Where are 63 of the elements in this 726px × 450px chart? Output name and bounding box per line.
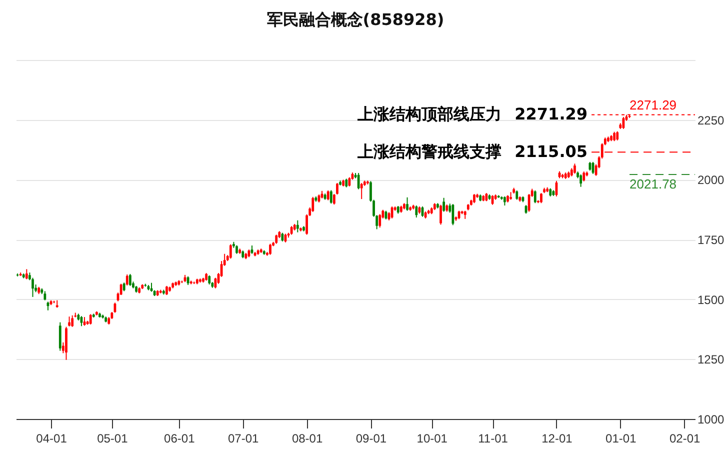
y-tick-label: 1250	[698, 352, 725, 367]
candlestick	[68, 316, 70, 327]
annotation: 2115.05	[514, 142, 588, 162]
y-tick-label: 1000	[698, 412, 725, 426]
candlestick	[326, 190, 330, 201]
x-tick-label: 11-01	[478, 432, 508, 446]
x-tick-label: 06-01	[164, 432, 196, 446]
candlestick	[312, 196, 314, 212]
candlestick	[332, 194, 336, 206]
candlestick	[580, 174, 582, 188]
candlestick	[214, 277, 217, 289]
candlestick	[442, 197, 445, 212]
x-tick-label: 12-01	[542, 432, 573, 446]
candlestick	[503, 196, 506, 206]
ref-line-label: 2021.78	[630, 176, 677, 192]
candlestick	[229, 244, 232, 260]
candlestick	[574, 163, 576, 174]
candlestick	[473, 194, 476, 204]
annotation: 2271.29	[514, 104, 588, 124]
x-tick-label: 07-01	[228, 432, 260, 446]
annotation: 上涨结构警戒线支撑	[356, 142, 502, 162]
x-tick-label: 02-01	[669, 432, 701, 446]
candlestick	[330, 190, 332, 204]
candlestick	[58, 322, 62, 352]
candlestick	[360, 182, 363, 200]
candlestick	[516, 190, 518, 200]
y-tick-label: 1750	[698, 233, 725, 247]
candlestick	[452, 204, 454, 226]
candlestick	[534, 190, 536, 204]
candlestick	[440, 204, 442, 226]
candlestick	[25, 268, 28, 280]
x-tick-label: 04-01	[36, 432, 68, 446]
candlestick	[336, 182, 338, 196]
candlestick	[275, 234, 278, 244]
ref-line-label: 2271.29	[630, 98, 677, 113]
candlestick	[582, 171, 586, 182]
chart-title: 军民融合概念(858928)	[266, 10, 444, 29]
candlestick	[269, 243, 272, 256]
candlestick	[71, 314, 74, 328]
x-tick-label: 01-01	[606, 432, 637, 446]
candlestick	[126, 274, 128, 286]
candlestick	[166, 285, 168, 296]
annotation: 上涨结构顶部线压力	[356, 104, 502, 124]
candlestick	[406, 196, 408, 212]
x-tick-label: 05-01	[97, 432, 128, 446]
x-tick-label: 09-01	[356, 432, 387, 446]
x-tick-label: 10-01	[416, 432, 448, 446]
candlestick	[89, 314, 92, 325]
candlestick	[622, 116, 625, 130]
candlestick	[44, 290, 46, 301]
candlestick	[128, 273, 132, 286]
candlestick	[296, 220, 299, 233]
candlestick	[540, 192, 542, 204]
candlestick	[415, 205, 418, 218]
candlestick	[208, 274, 211, 285]
candlestick	[348, 176, 351, 187]
candlestick	[378, 214, 382, 228]
x-tick-label: 08-01	[292, 432, 323, 446]
y-tick-label: 2000	[698, 173, 725, 188]
y-tick-label: 2250	[698, 113, 725, 128]
candlestick	[613, 131, 616, 142]
candlestick	[616, 130, 619, 141]
y-tick-label: 1500	[698, 292, 725, 307]
